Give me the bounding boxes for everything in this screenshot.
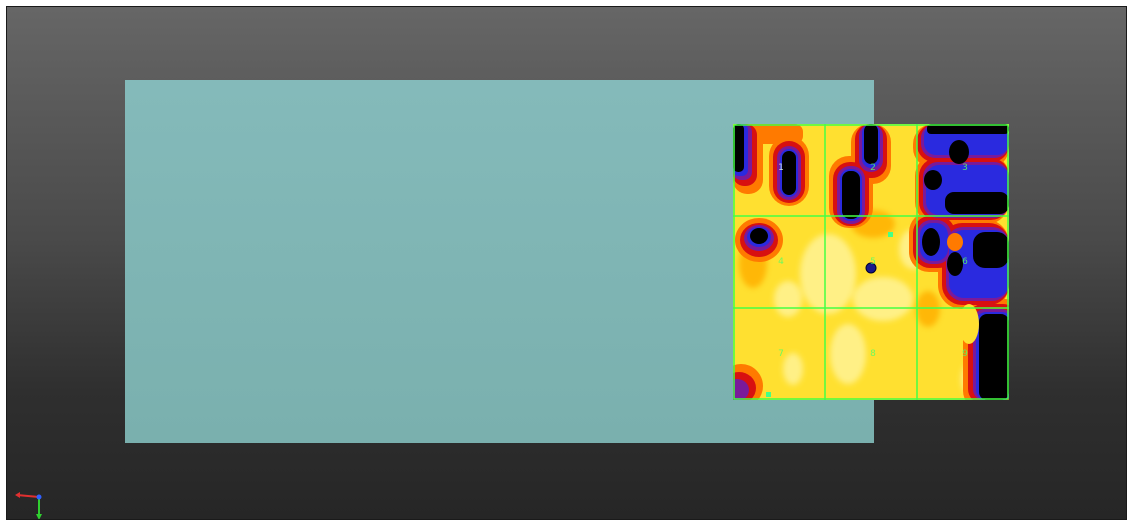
marker-square[interactable] (766, 392, 771, 397)
cell-label-2: 2 (870, 163, 876, 173)
heatmap-grid: 1 2 3 4 5 6 7 8 9 (733, 124, 1009, 400)
marker-dot[interactable] (865, 262, 877, 274)
grid-lines (733, 124, 1009, 400)
cell-label-4: 4 (778, 257, 784, 267)
cell-label-8: 8 (870, 349, 876, 359)
cell-label-7: 7 (778, 349, 784, 359)
cell-label-5: 5 (870, 257, 876, 267)
marker-square[interactable] (888, 232, 893, 237)
cell-label-6: 6 (962, 257, 968, 267)
cell-label-1: 1 (778, 163, 784, 173)
axis-triad-icon (9, 487, 45, 519)
cell-label-3: 3 (962, 163, 968, 173)
3d-viewport[interactable]: 1 2 3 4 5 6 7 8 9 (6, 6, 1127, 520)
heatmap-image (733, 124, 1009, 400)
cell-label-9: 9 (962, 349, 968, 359)
